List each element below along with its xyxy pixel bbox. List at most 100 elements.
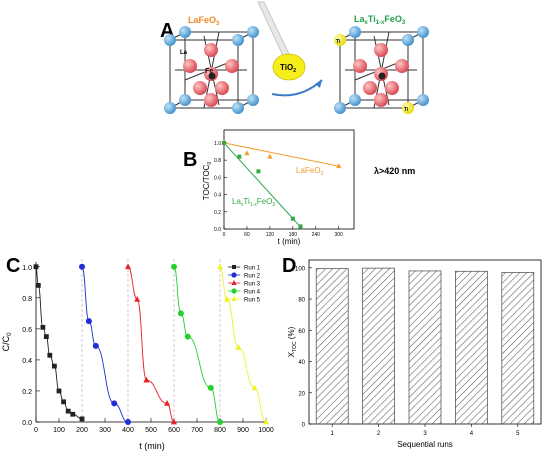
panel-b-x-ticks: 0 60 120 180 240 300: [223, 226, 343, 238]
panel-c-ylabel: C/C0: [1, 332, 13, 352]
panel-c-point: [43, 334, 49, 340]
panel-c-legend-marker: [232, 265, 236, 269]
panel-d-bar: [455, 270, 488, 425]
panel-d-ytick-label: 20: [298, 391, 305, 397]
panel-b-xtick-label: 240: [312, 232, 321, 238]
panel-d-bar: [315, 268, 349, 425]
panel-c-legend-label: Run 5: [244, 298, 261, 304]
panel-c-series-line: [173, 266, 221, 423]
lafeo3-title: LaFeO3: [188, 15, 220, 27]
panel-d-xlabel: Sequential runs: [397, 440, 453, 449]
panel-c-point: [56, 388, 62, 394]
panel-b-frame: [223, 129, 355, 230]
panel-b-xtick-label: 300: [335, 232, 344, 238]
panel-c-point: [79, 263, 85, 270]
panel-b-ytick-label: 0.6: [214, 175, 221, 181]
panel-c-point: [177, 310, 184, 317]
panel-c-ytick-label: 0.4: [22, 358, 32, 365]
panel-c-point: [184, 333, 191, 340]
panel-c-point: [171, 263, 177, 270]
panel-b-point: [222, 140, 226, 145]
panel-c-ytick-label: 0.2: [22, 389, 32, 396]
doped-title: LaxTi1-xFeO3: [354, 14, 406, 26]
panel-c-point: [125, 419, 131, 425]
panel-d: D 0 20 40 60 80 100 1 2 3 4 5 Sequential runs XTO…: [282, 255, 542, 449]
panel-c-legend-marker: [231, 280, 237, 285]
panel-b-ytick-label: 0.0: [214, 227, 221, 233]
panel-b-point: [244, 150, 250, 156]
panel-b-legend-doped: LaxTi1-xFeO3: [232, 197, 275, 208]
panel-c-ytick-label: 0.8: [22, 296, 32, 303]
panel-c-point: [143, 376, 150, 383]
tio2-dropper: TiO2: [257, 1, 306, 81]
panel-c-point: [52, 363, 57, 369]
panel-b: B 0.0 0.2 0.4 0.6 0.8 1.0 0 60 120 180 240 300 t (…: [183, 129, 415, 246]
panel-a: A LaFeO3 LaxTi1-xFeO3: [160, 1, 429, 114]
la-atoms: [164, 26, 259, 114]
panel-b-point: [336, 163, 342, 169]
panel-b-letter: B: [183, 149, 197, 171]
panel-c-legend-marker: [231, 296, 237, 301]
panel-c-xtick-label: 300: [99, 427, 111, 434]
tio2-label: TiO2: [280, 63, 296, 74]
transform-arrow: [271, 79, 323, 97]
panel-c-ytick-label: 0.0: [22, 420, 32, 427]
panel-c-legend-label: Run 2: [244, 274, 261, 280]
panel-c-point: [47, 352, 53, 358]
panel-b-ytick-label: 0.8: [214, 158, 221, 164]
panel-b-xtick-label: 180: [289, 232, 298, 238]
la-atoms-doped: [334, 26, 429, 114]
fe-atom-doped: [378, 72, 386, 80]
panel-d-bar: [408, 270, 442, 425]
panel-d-xtick-label: 5: [516, 431, 520, 437]
panel-c-point: [79, 416, 85, 422]
panel-d-bar: [501, 272, 535, 425]
panel-d-bars: [315, 267, 535, 425]
ti-label-top: Ti: [336, 39, 341, 45]
panel-b-xlabel: t (min): [278, 237, 301, 246]
panel-c-point: [235, 344, 242, 350]
panel-b-xtick-label: 0: [223, 232, 226, 238]
panel-c-point: [263, 418, 269, 425]
panel-d-ylabel: XTOC (%): [287, 326, 298, 357]
panel-c-letter: C: [6, 255, 20, 277]
panel-c-y-ticks: 0.0 0.2 0.4 0.6 0.8 1.0: [22, 265, 40, 427]
panel-c-legend-marker: [231, 288, 237, 294]
panel-d-letter: D: [282, 255, 296, 277]
fe-atom: [208, 72, 216, 80]
panel-b-y-ticks: 0.0 0.2 0.4 0.6 0.8 1.0: [214, 141, 227, 233]
panel-d-bar: [362, 267, 395, 425]
lafeo3-crystal: La Fe: [164, 26, 259, 114]
ti-label-bottom: Ti: [404, 107, 409, 113]
panel-c-ytick-label: 0.6: [22, 327, 32, 334]
panel-c-run-dividers: [81, 259, 221, 422]
panel-c-xtick-label: 100: [53, 427, 65, 434]
panel-c-series-line: [127, 266, 175, 423]
panel-c-xtick-label: 900: [237, 427, 249, 434]
panel-b-fit-line: [223, 142, 339, 167]
panel-c-point: [85, 318, 92, 325]
light-wavelength-label: λ>420 nm: [374, 166, 415, 176]
panel-c-point: [111, 400, 118, 407]
transform-arrow-head: [315, 80, 322, 88]
panel-c-legend: Run 1 Run 2 Run 3 Run 4 Run 5: [228, 265, 261, 304]
panel-c-xtick-label: 200: [76, 427, 88, 434]
panel-d-ytick-label: 60: [298, 329, 305, 335]
panel-c-legend-label: Run 4: [244, 290, 261, 296]
panel-c-series-line: [35, 266, 83, 420]
panel-c: C 0.0 0.2 0.4 0.6 0.8 1.0 0 100 200 300 400 500 600…: [1, 255, 274, 451]
panel-d-xtick-label: 1: [331, 431, 335, 437]
panel-b-ytick-label: 0.2: [214, 210, 221, 216]
panel-c-legend-marker: [231, 272, 237, 278]
panel-d-ytick-label: 80: [298, 298, 305, 304]
panel-c-xtick-label: 800: [214, 427, 226, 434]
panel-c-point: [65, 408, 71, 414]
panel-c-point: [171, 418, 177, 425]
panel-d-xtick-label: 3: [423, 431, 427, 437]
panel-b-point: [267, 153, 273, 159]
panel-c-xtick-label: 400: [122, 427, 134, 434]
doped-crystal: Ti Ti: [334, 26, 429, 114]
panel-c-xlabel: t (min): [139, 441, 165, 451]
panel-d-ytick-label: 0: [302, 423, 306, 429]
